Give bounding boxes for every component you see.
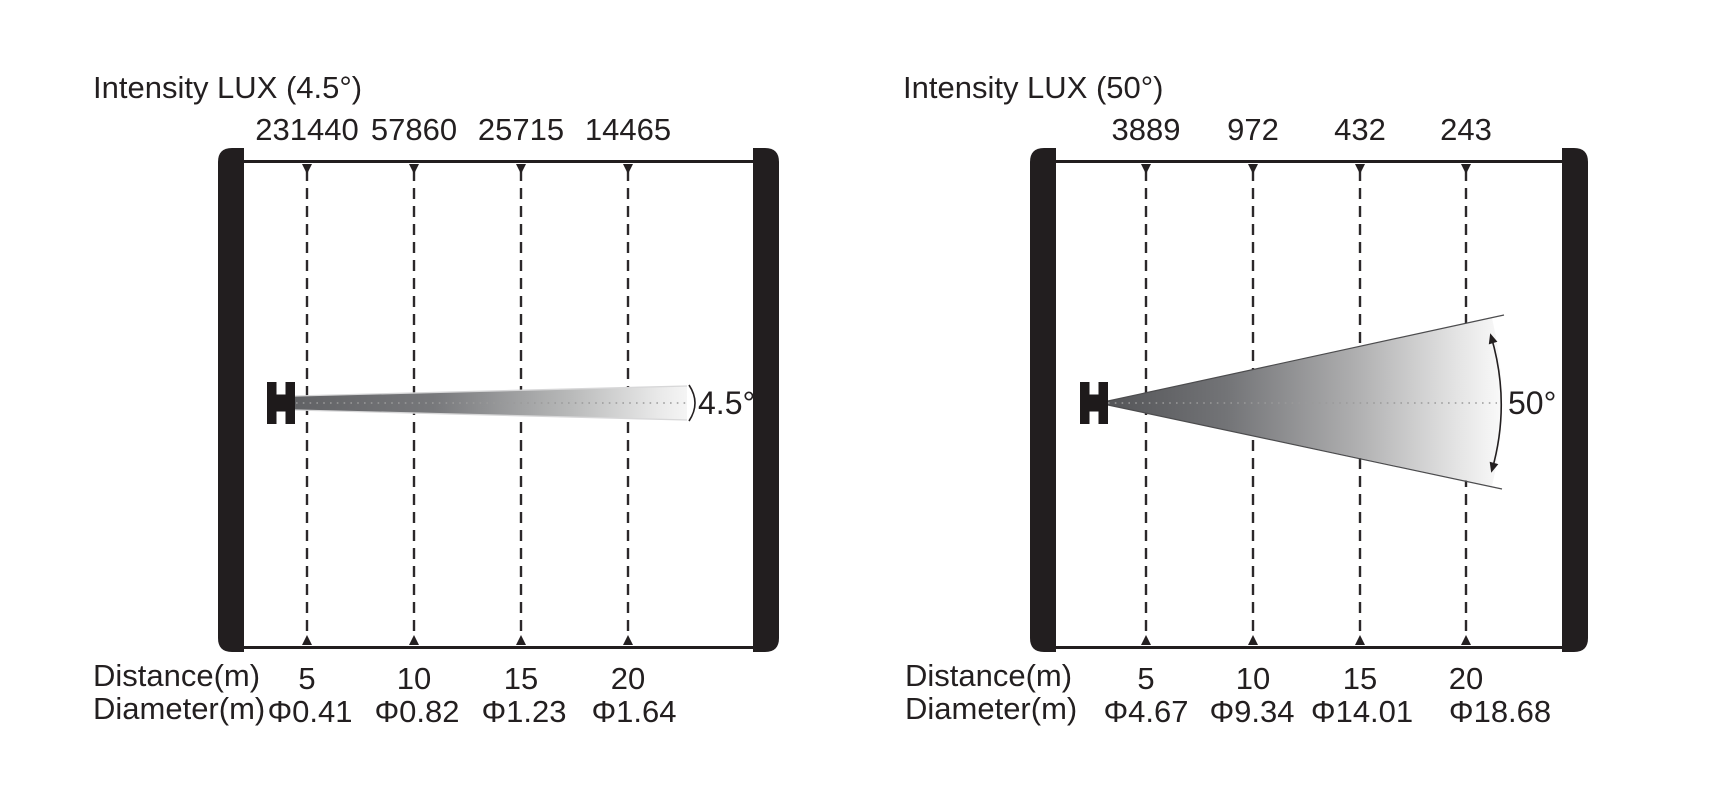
right-intensity-value-3: 432 bbox=[1334, 112, 1386, 147]
frame-bar-right bbox=[1562, 148, 1588, 652]
beam-cone bbox=[1108, 318, 1502, 486]
left-intensity-value-1: 231440 bbox=[255, 112, 359, 147]
right-diameter-value-4: Φ18.68 bbox=[1448, 694, 1552, 729]
beam-edge-bottom bbox=[1107, 404, 1503, 490]
right-diameter-value-2: Φ9.34 bbox=[1209, 694, 1295, 729]
frame-bar-left bbox=[218, 148, 244, 652]
right-distance-value-3: 15 bbox=[1342, 661, 1378, 696]
right-distance-row-label: Distance(m) bbox=[905, 658, 1073, 693]
right-distance-value-4: 20 bbox=[1448, 661, 1484, 696]
gridline-arrow-ticks bbox=[1141, 164, 1471, 645]
frame-bar-right bbox=[753, 148, 779, 652]
left-chart-title: Intensity LUX (4.5°) bbox=[93, 70, 363, 105]
right-beam-angle-label: 50° bbox=[1508, 385, 1557, 421]
left-diameter-value-4: Φ1.64 bbox=[591, 694, 677, 729]
left-distance-row-label: Distance(m) bbox=[93, 658, 261, 693]
frame-line-bottom bbox=[232, 646, 759, 649]
left-distance-value-1: 5 bbox=[298, 661, 316, 696]
frame-line-top bbox=[232, 160, 759, 163]
right-diameter-value-3: Φ14.01 bbox=[1310, 694, 1414, 729]
frame-line-bottom bbox=[1044, 646, 1571, 649]
right-intensity-value-4: 243 bbox=[1440, 112, 1492, 147]
beam-edge-top bbox=[1107, 314, 1505, 402]
frame-bar-left bbox=[1030, 148, 1056, 652]
beam-edge-bottom bbox=[294, 409, 688, 421]
right-diameter-value-1: Φ4.67 bbox=[1103, 694, 1189, 729]
left-distance-value-3: 15 bbox=[503, 661, 539, 696]
left-distance-value-4: 20 bbox=[610, 661, 646, 696]
left-diameter-value-3: Φ1.23 bbox=[481, 694, 567, 729]
left-intensity-value-3: 25715 bbox=[477, 112, 565, 147]
right-intensity-value-1: 3889 bbox=[1111, 112, 1181, 147]
beam-edge-top bbox=[294, 385, 688, 397]
beam-diagram-right bbox=[1030, 148, 1588, 652]
beam-cone bbox=[295, 386, 687, 420]
beam-diagram-left bbox=[218, 148, 779, 652]
right-diameter-row-label: Diameter(m) bbox=[905, 691, 1078, 726]
gridline-arrow-ticks bbox=[302, 164, 633, 645]
left-distance-value-2: 10 bbox=[396, 661, 432, 696]
beam-angle-arc bbox=[1488, 333, 1503, 473]
light-fixture-icon bbox=[267, 382, 295, 424]
right-distance-value-2: 10 bbox=[1235, 661, 1271, 696]
left-intensity-value-4: 14465 bbox=[584, 112, 672, 147]
right-distance-value-1: 5 bbox=[1137, 661, 1155, 696]
right-chart-title: Intensity LUX (50°) bbox=[903, 70, 1164, 105]
right-intensity-value-2: 972 bbox=[1227, 112, 1279, 147]
left-beam-angle-label: 4.5° bbox=[698, 385, 756, 421]
left-diameter-value-2: Φ0.82 bbox=[374, 694, 460, 729]
left-diameter-value-1: Φ0.41 bbox=[267, 694, 353, 729]
left-diameter-row-label: Diameter(m) bbox=[93, 691, 266, 726]
beam-angle-arc bbox=[688, 384, 696, 422]
light-fixture-icon bbox=[1080, 382, 1108, 424]
left-intensity-value-2: 57860 bbox=[370, 112, 458, 147]
frame-line-top bbox=[1044, 160, 1571, 163]
